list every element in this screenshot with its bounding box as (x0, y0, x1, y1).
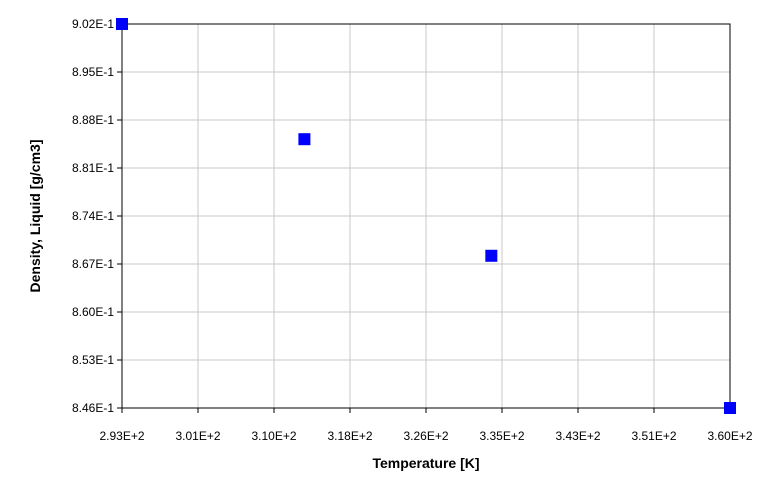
x-tick-label: 3.60E+2 (707, 429, 752, 443)
y-tick-label: 8.53E-1 (72, 353, 114, 367)
x-tick-label: 2.93E+2 (99, 429, 144, 443)
y-tick-label: 8.95E-1 (72, 65, 114, 79)
point (724, 402, 736, 414)
y-tick-label: 8.67E-1 (72, 257, 114, 271)
x-tick-label: 3.35E+2 (479, 429, 524, 443)
point (298, 133, 311, 146)
y-tick-label: 8.74E-1 (72, 209, 114, 223)
y-tick-label: 8.81E-1 (72, 161, 114, 175)
x-tick-label: 3.18E+2 (327, 429, 372, 443)
plot-frame (121, 23, 731, 409)
y-axis-title: Density, Liquid [g/cm3] (27, 140, 43, 293)
y-tick-label: 8.88E-1 (72, 113, 114, 127)
y-tick-label: 9.02E-1 (72, 17, 114, 31)
y-tick-label: 8.46E-1 (72, 401, 114, 415)
point (485, 249, 498, 262)
x-tick-label: 3.43E+2 (555, 429, 600, 443)
x-axis-title: Temperature [K] (372, 455, 479, 471)
x-tick-label: 3.10E+2 (251, 429, 296, 443)
x-tick-label: 3.51E+2 (631, 429, 676, 443)
point (116, 18, 128, 30)
x-tick-label: 3.01E+2 (175, 429, 220, 443)
y-tick-label: 8.60E-1 (72, 305, 114, 319)
x-tick-label: 3.26E+2 (403, 429, 448, 443)
